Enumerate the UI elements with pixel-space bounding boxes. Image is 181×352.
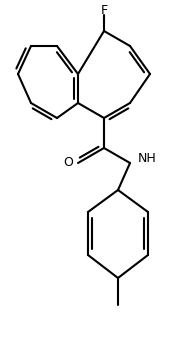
Text: NH: NH bbox=[138, 152, 157, 165]
Text: F: F bbox=[100, 5, 108, 18]
Text: O: O bbox=[63, 157, 73, 170]
